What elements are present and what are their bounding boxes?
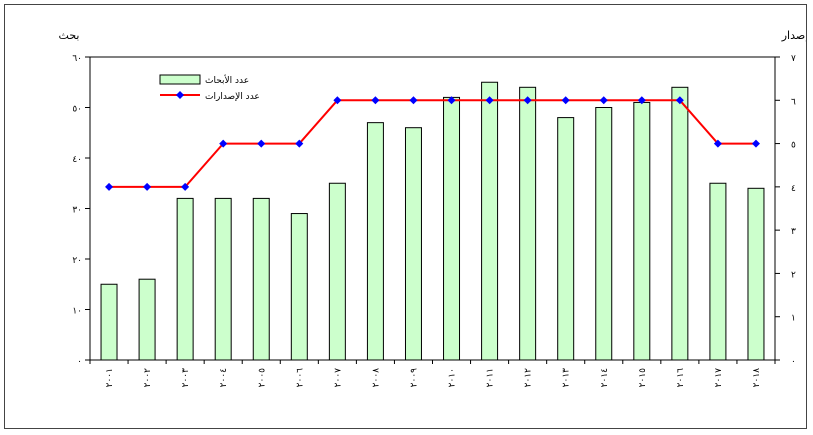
bar xyxy=(747,187,765,361)
x-tick-label: ٢٠١٠ xyxy=(448,368,458,387)
legend-line-marker xyxy=(176,91,184,99)
line-point xyxy=(295,139,304,148)
line-point xyxy=(485,96,494,105)
x-tick-label: ٢٠٠٣ xyxy=(181,368,191,388)
line-point xyxy=(637,96,646,105)
right-axis-label: إصدار xyxy=(781,29,806,42)
bar xyxy=(138,278,156,361)
bar xyxy=(481,81,499,361)
x-tick-label: ٢٠١٢ xyxy=(524,368,534,388)
line-point xyxy=(675,96,684,105)
legend-bar-label: عدد الأبحاث xyxy=(205,74,249,86)
left-tick-label: ٠ xyxy=(77,357,82,367)
x-tick-label: ٢٠١٧ xyxy=(714,368,724,388)
legend: عدد الأبحاث عدد الإصدارات xyxy=(159,74,260,102)
series-line xyxy=(109,99,756,188)
line-point xyxy=(561,96,570,105)
bar xyxy=(709,182,727,361)
x-tick-label: ٢٠١١ xyxy=(486,368,496,387)
x-tick-label: ٢٠١٥ xyxy=(638,368,648,388)
bar xyxy=(633,101,651,361)
bar xyxy=(443,96,461,361)
left-tick-label: ٣٠ xyxy=(72,206,82,216)
bar xyxy=(214,197,232,361)
legend-bar-swatch xyxy=(159,74,201,85)
line-point xyxy=(333,96,342,105)
left-tick-label: ٦٠ xyxy=(72,54,82,64)
x-tick-label: ٢٠٠٥ xyxy=(257,368,267,388)
bar xyxy=(671,86,689,361)
x-tick-label: ٢٠١٨ xyxy=(752,368,762,388)
line-point xyxy=(523,96,532,105)
bar xyxy=(557,117,575,361)
right-axis: ٠ ١ ٢ ٣ ٤ ٥ ٦ ٧ xyxy=(775,54,796,367)
bar xyxy=(176,197,194,361)
x-tick-label: ٢٠١٣ xyxy=(562,368,572,388)
right-tick-label: ٥ xyxy=(791,141,796,151)
left-axis-label: بحث xyxy=(59,29,80,42)
right-tick-label: ٧ xyxy=(791,54,796,64)
left-tick-label: ٥٠ xyxy=(72,105,82,115)
line-point xyxy=(751,139,760,148)
line-point xyxy=(371,96,380,105)
x-tick-label: ٢٠٠٩ xyxy=(409,368,419,388)
left-tick-label: ١٠ xyxy=(72,307,82,317)
right-tick-label: ٤ xyxy=(791,184,796,194)
line-point xyxy=(219,139,228,148)
bar xyxy=(328,182,346,361)
x-tick-label: ٢٠٠٦ xyxy=(295,368,305,388)
x-tick-label: ٢٠٠٤ xyxy=(219,368,229,388)
right-tick-label: ٦ xyxy=(791,97,796,107)
line-series xyxy=(105,96,760,191)
x-tick-label: ٢٠٠٨ xyxy=(371,368,381,388)
right-tick-label: ٢ xyxy=(791,270,796,280)
line-point xyxy=(409,96,418,105)
line-point xyxy=(143,182,152,191)
line-point xyxy=(599,96,608,105)
right-tick-label: ٠ xyxy=(791,357,796,367)
bar xyxy=(519,86,537,361)
line-point xyxy=(447,96,456,105)
line-point xyxy=(257,139,266,148)
bar xyxy=(290,213,308,361)
line-point xyxy=(181,182,190,191)
bar xyxy=(595,107,613,361)
x-tick-label: ٢٠١٤ xyxy=(600,368,610,388)
right-tick-label: ٣ xyxy=(791,227,796,237)
left-tick-label: ٤٠ xyxy=(72,155,82,165)
bar xyxy=(404,127,422,361)
plot-area xyxy=(89,56,776,361)
left-tick-label: ٢٠ xyxy=(72,256,82,266)
line-point xyxy=(105,182,114,191)
x-tick-label: ٢٠٠٧ xyxy=(333,368,343,388)
bar-series xyxy=(100,81,765,361)
bar xyxy=(100,283,118,361)
x-tick-label: ٢٠٠٢ xyxy=(143,368,153,388)
left-axis: ٠ ١٠ ٢٠ ٣٠ ٤٠ ٥٠ ٦٠ xyxy=(72,54,90,367)
x-tick-label: ٢٠١٦ xyxy=(676,368,686,388)
right-tick-label: ١ xyxy=(791,314,796,324)
line-point xyxy=(713,139,722,148)
x-tick-label: ٢٠٠١ xyxy=(105,368,115,387)
legend-line-label: عدد الإصدارات xyxy=(205,92,260,102)
x-axis: ٢٠٠١ ٢٠٠٢ ٢٠٠٣ ٢٠٠٤ ٢٠٠٥ ٢٠٠٦ ٢٠٠٧ ٢٠٠٨ ٢٠٠٩ ٢٠١٠… xyxy=(89,360,776,388)
bar xyxy=(252,197,270,361)
bar xyxy=(366,122,384,361)
